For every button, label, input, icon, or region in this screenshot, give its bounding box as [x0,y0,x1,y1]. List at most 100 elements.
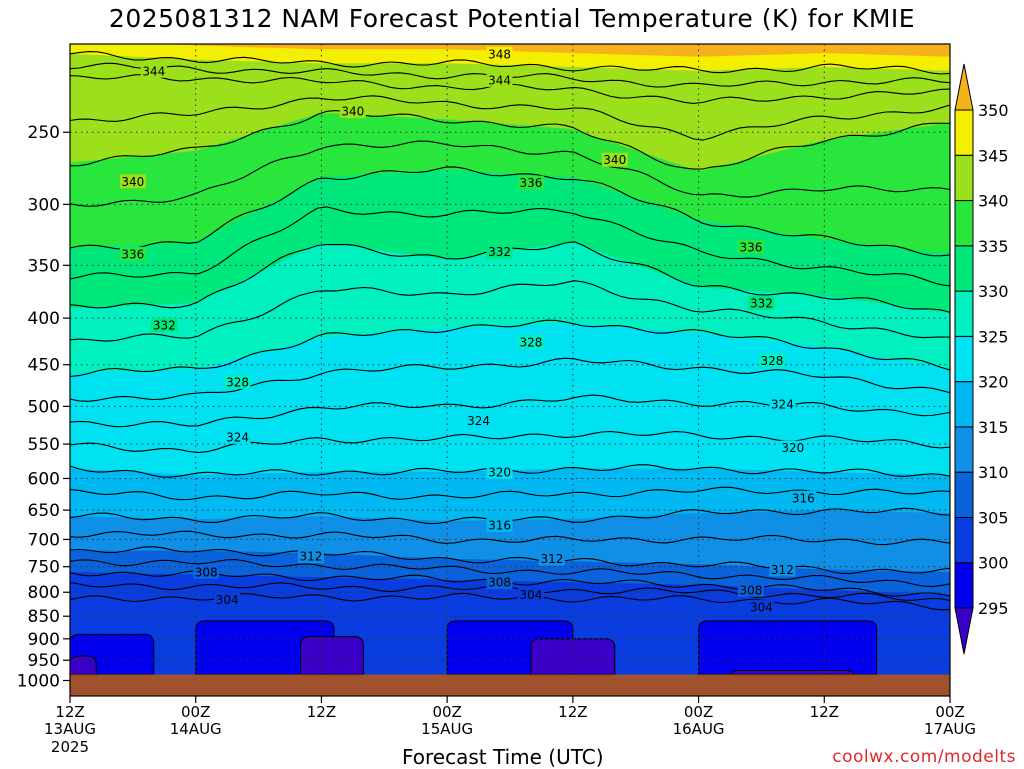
x-tick-date-0: 13AUG [44,720,96,738]
colorbar-label-340: 340 [978,192,1009,211]
contour-332-mid [70,206,950,287]
contour-label-308: 308 [488,576,511,590]
y-tick-label-850: 850 [28,607,60,627]
contour-label-340: 340 [341,105,364,119]
contour-label-bg-30 [748,599,775,614]
contour-label-336: 336 [519,176,542,190]
contour-label-312: 312 [771,563,794,577]
colorbar-band-330 [954,245,974,292]
colorbar-label-330: 330 [978,282,1009,301]
contour-label-bg-17 [224,429,251,444]
contour-336 [70,166,950,257]
contour-label-344: 344 [488,73,511,87]
x-tick-time-5: 00Z [684,703,713,721]
x-tick-date-5: 16AUG [673,720,725,738]
contour-label-bg-27 [737,582,764,597]
contour-312-mid [70,530,950,546]
y-tick-label-1000: 1000 [17,671,60,691]
colorbar-label-300: 300 [978,554,1009,573]
contour-label-bg-7 [737,239,764,254]
contour-label-bg-22 [297,549,324,564]
contour-label-320: 320 [488,465,511,479]
chart-title: 2025081312 NAM Forecast Potential Temper… [108,4,916,33]
contour-316-mid [70,486,950,501]
contour-label-bg-21 [790,490,817,505]
contour-label-bg-26 [486,575,513,590]
contour-label-340: 340 [121,175,144,189]
x-tick-date-7: 17AUG [924,720,976,738]
colorbar-bottom-arrow [954,607,974,655]
y-tick-label-450: 450 [28,356,60,376]
surface-cell-4 [698,620,878,676]
contour-label-bg-29 [517,587,544,602]
contour-label-328: 328 [760,354,783,368]
y-tick-label-800: 800 [28,583,60,603]
contour-312 [70,546,950,575]
colorbar-label-315: 315 [978,418,1009,437]
y-tick-label-950: 950 [28,651,60,671]
colorbar-band-300 [954,516,974,564]
colorbar-band-310 [954,426,974,473]
x-tick-time-7: 00Z [935,703,964,721]
colorbar-band-305 [954,471,974,518]
contour-label-328: 328 [519,336,542,350]
surface-cell-5 [70,655,97,676]
contour-label-bg-5 [119,174,146,189]
colorbar-band-315 [954,381,974,428]
contour-label-340: 340 [603,153,626,167]
y-tick-label-400: 400 [28,309,60,329]
colorbar-label-345: 345 [978,146,1009,165]
contour-label-bg-3 [339,104,366,119]
contour-label-bg-14 [224,374,251,389]
contour-label-324: 324 [771,397,794,411]
colorbar-label-305: 305 [978,508,1009,527]
y-axis: 250 300 350 400 450 500 550 600 650 700 750 800 850 9… [17,123,70,691]
grid-layer [70,44,950,696]
x-tick-time-2: 12Z [307,703,336,721]
colorbar-band-335 [954,200,974,247]
contour-324 [70,394,950,428]
x-tick-time-3: 00Z [432,703,461,721]
surface-cell-6 [299,636,364,676]
contour-label-336: 336 [121,247,144,261]
x-tick-time-6: 12Z [810,703,839,721]
y-tick-label-700: 700 [28,530,60,550]
contour-label-304: 304 [216,593,239,607]
colorbar-label-295: 295 [978,599,1009,618]
contour-label-316: 316 [792,491,815,505]
colorbar-band-340 [954,154,974,202]
contour-324-mid [70,357,950,402]
contour-label-bg-11 [151,317,178,332]
contour-label-bg-25 [193,564,220,579]
contour-label-332: 332 [153,318,176,332]
contour-328 [70,319,950,378]
y-tick-label-350: 350 [28,256,60,276]
contour-label-304: 304 [750,600,773,614]
y-tick-label-250: 250 [28,123,60,143]
contour-label-332: 332 [750,297,773,311]
contour-348 [70,51,950,75]
source-credit: coolwx.com/modelts [832,747,1016,767]
x-axis-label: Forecast Time (UTC) [402,745,604,769]
contour-label-320: 320 [781,441,804,455]
contour-label-bg-28 [214,592,241,607]
colorbar-label-325: 325 [978,327,1009,346]
colorbar-label-310: 310 [978,463,1009,482]
contour-label-bg-16 [769,396,796,411]
y-tick-label-300: 300 [28,195,60,215]
colorbar-band-345 [954,109,974,156]
contour-336-mid [70,140,950,207]
colorbar-label-320: 320 [978,373,1009,392]
contour-label-312: 312 [540,552,563,566]
contour-label-bg-0 [486,46,513,61]
contour-320-mid [70,430,950,454]
y-tick-label-900: 900 [28,630,60,650]
contour-label-bg-23 [538,551,565,566]
plot-frame [69,43,951,697]
x-tick-time-1: 00Z [181,703,210,721]
colorbar-band-295 [954,562,974,609]
contour-label-324: 324 [226,430,249,444]
contour-label-bg-18 [486,464,513,479]
contour-328-mid [70,280,950,342]
